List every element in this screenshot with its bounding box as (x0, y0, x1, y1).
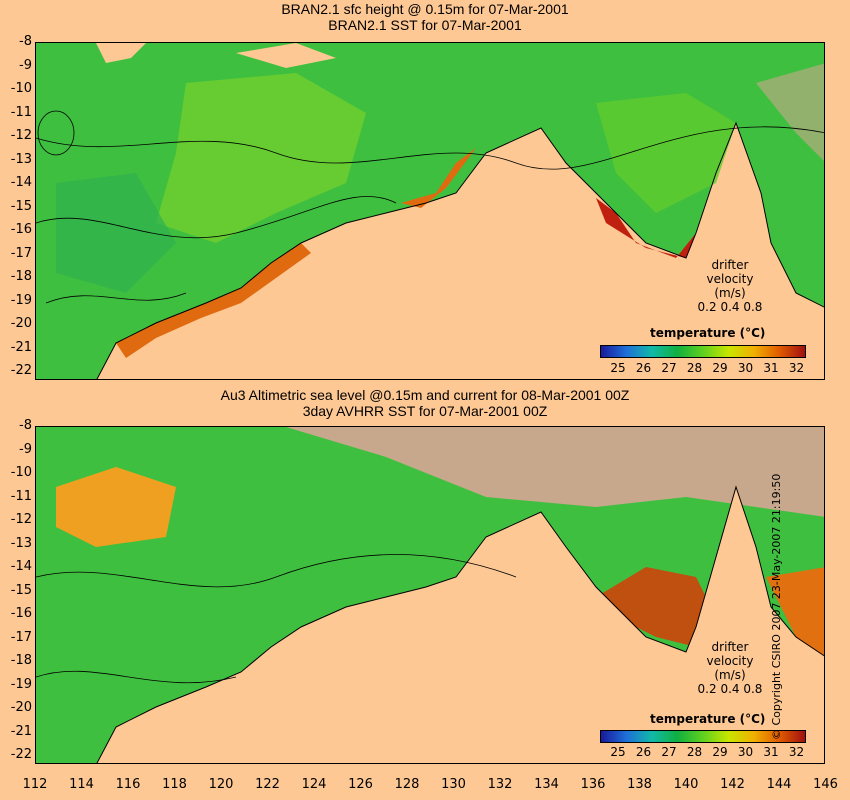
colorbar-tick: 29 (712, 361, 728, 375)
colorbar-tick: 27 (661, 745, 677, 759)
bottom-y-tick: -8 (19, 418, 32, 433)
bottom-y-tick: -14 (10, 559, 32, 574)
copyright-text: © Copyright CSIRO 2007 23-May-2007 21:19… (770, 473, 783, 740)
bottom-y-tick: -22 (10, 747, 32, 762)
x-tick: 140 (673, 777, 699, 792)
x-tick: 112 (22, 777, 48, 792)
x-tick: 134 (534, 777, 559, 792)
top-drifter-label: drifter (711, 258, 749, 272)
colorbar-tick: 32 (788, 361, 805, 375)
bottom-map-panel (35, 426, 825, 764)
x-tick: 136 (580, 777, 606, 792)
top-y-tick: -19 (10, 292, 32, 308)
bottom-y-tick: -21 (10, 723, 32, 739)
top-y-tick: -11 (10, 104, 32, 120)
x-tick: 130 (441, 777, 466, 792)
bottom-drifter-legend: drifter velocity (m/s) 0.2 0.4 0.8 (690, 640, 770, 696)
bottom-y-tick: -9 (19, 441, 32, 457)
colorbar-tick: 28 (686, 361, 703, 375)
top-legend-title: temperature (°C) (650, 326, 766, 340)
bottom-y-tick: -13 (10, 535, 32, 551)
bottom-y-tick: -15 (10, 582, 32, 598)
top-velocity-scale: 0.2 0.4 0.8 (697, 300, 763, 314)
bottom-y-tick: -11 (10, 488, 32, 504)
bottom-colorbar (600, 730, 806, 743)
top-y-tick: -12 (10, 128, 32, 143)
bottom-legend-title: temperature (°C) (650, 712, 766, 726)
top-title-line1: BRAN2.1 sfc height @ 0.15m for 07-Mar-20… (281, 1, 569, 17)
x-tick: 114 (69, 777, 94, 792)
top-y-tick: -14 (10, 175, 32, 190)
x-tick: 118 (162, 777, 187, 792)
colorbar-tick: 27 (661, 361, 677, 375)
colorbar-tick: 25 (610, 361, 626, 375)
bottom-y-tick: -16 (10, 606, 32, 621)
x-tick: 132 (487, 777, 513, 792)
top-y-tick: -15 (10, 198, 32, 214)
x-tick: 128 (394, 777, 420, 792)
bottom-y-tick: -12 (10, 512, 32, 527)
bottom-y-tick: -17 (10, 629, 32, 645)
top-y-tick: -21 (10, 339, 32, 355)
top-colorbar (600, 345, 806, 358)
bottom-sst-map (36, 427, 824, 763)
top-velocity-label: velocity (m/s) (706, 272, 754, 300)
top-map-panel (35, 42, 825, 380)
x-tick: 126 (348, 777, 373, 792)
bottom-y-tick: -20 (10, 700, 32, 715)
colorbar-tick: 31 (763, 745, 779, 759)
top-y-tick: -8 (19, 34, 32, 49)
bottom-y-tick: -19 (10, 676, 32, 692)
top-y-tick: -9 (19, 57, 32, 73)
top-y-tick: -20 (10, 316, 32, 331)
top-y-tick: -16 (10, 222, 32, 237)
top-y-tick: -13 (10, 151, 32, 167)
x-tick: 124 (301, 777, 327, 792)
top-drifter-legend: drifter velocity (m/s) 0.2 0.4 0.8 (690, 258, 770, 314)
x-tick: 138 (627, 777, 652, 792)
bottom-velocity-label: velocity (m/s) (706, 654, 754, 682)
colorbar-tick: 31 (763, 361, 779, 375)
colorbar-tick: 26 (635, 361, 652, 375)
colorbar-tick: 28 (686, 745, 703, 759)
x-tick: 116 (115, 777, 141, 792)
colorbar-tick: 26 (635, 745, 652, 759)
colorbar-tick: 30 (737, 745, 754, 759)
top-y-tick: -18 (10, 269, 32, 284)
bottom-drifter-label: drifter (711, 640, 749, 654)
top-y-tick: -22 (10, 363, 32, 378)
bottom-velocity-scale: 0.2 0.4 0.8 (697, 682, 763, 696)
x-tick: 142 (720, 777, 745, 792)
colorbar-tick: 30 (737, 361, 754, 375)
x-tick: 120 (208, 777, 234, 792)
x-tick: 144 (766, 777, 792, 792)
bottom-y-tick: -18 (10, 653, 32, 668)
bottom-title-line1: Au3 Altimetric sea level @0.15m and curr… (220, 387, 630, 403)
top-y-tick: -17 (10, 245, 32, 261)
colorbar-tick: 25 (610, 745, 626, 759)
colorbar-tick: 29 (712, 745, 728, 759)
top-title-line2: BRAN2.1 SST for 07-Mar-2001 (328, 17, 522, 33)
colorbar-tick: 32 (788, 745, 805, 759)
bottom-y-tick: -10 (10, 465, 32, 480)
x-tick: 122 (255, 777, 280, 792)
top-y-tick: -10 (10, 81, 32, 96)
x-tick: 146 (813, 777, 838, 792)
bottom-title-line2: 3day AVHRR SST for 07-Mar-2001 00Z (302, 403, 548, 419)
top-sst-map (36, 43, 824, 379)
